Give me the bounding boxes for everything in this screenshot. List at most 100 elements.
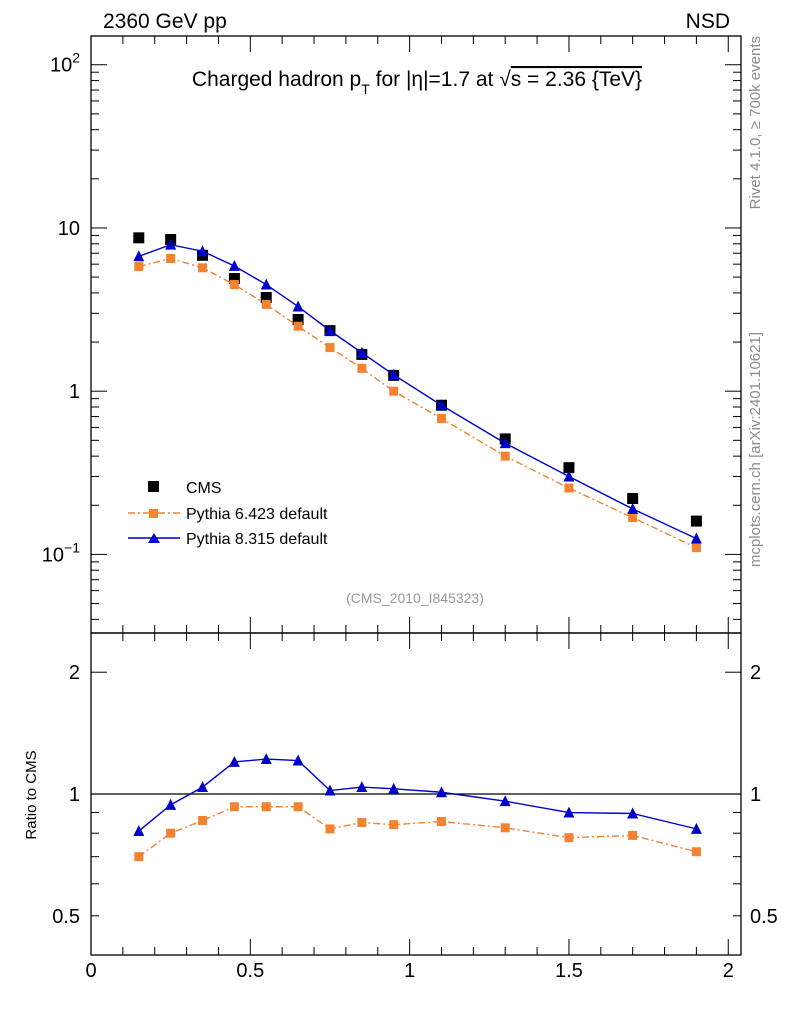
pythia8-point: [260, 278, 272, 290]
legend-entry-pythia6: Pythia 6.423 default: [186, 506, 328, 523]
legend-pythia6-marker: [149, 509, 158, 518]
header-process-label: NSD: [686, 10, 730, 33]
ratio-pythia6-point: [564, 833, 574, 843]
ratio-pythia6-point: [500, 823, 510, 833]
main-y-tick-label: 1: [69, 381, 80, 403]
ratio-y-axis-label: Ratio to CMS: [23, 750, 40, 839]
legend-entry-pythia8: Pythia 8.315 default: [186, 531, 328, 548]
pythia8-point: [292, 300, 304, 312]
pythia6-point: [357, 363, 367, 373]
pythia6-point: [198, 263, 208, 273]
pythia8-point: [388, 368, 400, 380]
ratio-pythia8-point: [133, 825, 145, 836]
ratio-pythia6-point: [293, 802, 303, 812]
ratio-pythia6-point: [691, 847, 701, 857]
x-tick-label: 1: [404, 960, 415, 982]
ratio-pythia8-point: [563, 806, 575, 818]
pythia8-point: [690, 532, 702, 544]
cms-data-point: [260, 291, 272, 303]
main-y-tick-label: 10−1: [42, 539, 80, 566]
pythia6-point: [436, 414, 446, 424]
pythia6-point: [325, 343, 335, 353]
legend-pythia8-marker: [148, 533, 160, 543]
pythia8-point: [165, 238, 177, 250]
pythia8-point: [499, 437, 511, 449]
analysis-watermark: (CMS_2010_I845323): [346, 590, 484, 606]
ratio-series-line-pythia-8-315-default: [138, 758, 697, 832]
ratio-pythia8-point: [292, 754, 304, 766]
main-y-axis: 102 10 1 10−1: [42, 50, 741, 620]
pythia8-point: [563, 470, 575, 482]
ratio-y-tick-label-right: 2: [750, 662, 761, 684]
ratio-pythia8-point: [197, 781, 209, 793]
ratio-pythia8-point: [499, 795, 511, 807]
main-series-group: [133, 232, 702, 553]
ratio-pythia8-point: [690, 822, 702, 834]
cms-data-point: [690, 515, 702, 527]
ratio-pythia8-point: [228, 756, 240, 767]
x-tick-label: 2: [723, 960, 734, 982]
pythia6-point: [564, 483, 574, 493]
ratio-pythia6-point: [134, 852, 144, 862]
ratio-y-tick-label-left: 1: [69, 784, 80, 806]
ratio-y-tick-label-right: 1: [750, 784, 761, 806]
ratio-y-tick-label-left: 2: [69, 662, 80, 684]
ratio-y-axis: 0.5 0.5 1 1 2 2: [52, 662, 778, 956]
ratio-series-group: [133, 753, 702, 862]
ratio-pythia8-point: [324, 784, 336, 796]
x-tick-label: 1.5: [555, 960, 583, 982]
ratio-pythia6-point: [198, 816, 208, 826]
pythia6-point: [166, 254, 176, 264]
cms-data-point: [563, 462, 575, 474]
ratio-pythia8-point: [165, 798, 177, 810]
pythia8-point: [133, 250, 145, 262]
x-tick-label: 0: [85, 960, 96, 982]
mcplots-label: mcplots.cern.ch [arXiv:2401.10621]: [747, 332, 764, 567]
pythia6-point: [500, 451, 510, 461]
pythia6-point: [134, 262, 144, 272]
cms-data-point: [133, 232, 145, 244]
ratio-y-tick-label-right: 0.5: [750, 906, 778, 928]
pythia6-point: [628, 513, 638, 523]
main-y-tick-label: 102: [50, 50, 80, 77]
chart-title: Charged hadron pT for |η|=1.7 at √s = 2.…: [192, 68, 642, 97]
main-series-line-pythia-8-315-default: [138, 243, 697, 540]
legend-cms-marker: [148, 481, 159, 492]
pythia8-point: [356, 346, 368, 358]
header-collision-label: 2360 GeV pp: [103, 10, 227, 33]
ratio-pythia6-point: [389, 820, 399, 830]
pythia8-point: [228, 260, 240, 271]
x-tick-label: 0.5: [236, 960, 264, 982]
cms-data-point: [627, 493, 639, 505]
ratio-pythia8-point: [388, 782, 400, 794]
pythia6-point: [229, 280, 239, 290]
pythia8-point: [324, 324, 336, 336]
ratio-pythia6-point: [325, 824, 335, 834]
ratio-pythia6-point: [261, 802, 271, 812]
pythia8-point: [435, 399, 447, 411]
ratio-pythia6-point: [436, 817, 446, 827]
ratio-pythia6-point: [166, 828, 176, 838]
ratio-pythia8-point: [435, 786, 447, 798]
pythia6-point: [691, 543, 701, 553]
pythia6-point: [389, 386, 399, 396]
ratio-pythia8-point: [356, 781, 368, 793]
main-series-line-pythia-6-423-default: [138, 257, 697, 549]
ratio-pythia6-point: [357, 818, 367, 828]
cms-data-point: [228, 273, 240, 285]
cms-data-point: [292, 313, 304, 325]
pythia6-point: [261, 299, 271, 309]
pythia6-point: [293, 321, 303, 331]
ratio-pythia8-point: [260, 753, 272, 765]
pythia8-point: [197, 245, 209, 257]
ratio-y-tick-label-left: 0.5: [52, 906, 80, 928]
ratio-pythia6-point: [229, 802, 239, 812]
x-axis: 0 0.5 1 1.5 2: [85, 36, 734, 982]
ratio-series-line-pythia-6-423-default: [138, 806, 697, 858]
ratio-pythia6-point: [628, 830, 638, 840]
ratio-pythia8-point: [627, 807, 639, 819]
pythia8-point: [627, 502, 639, 514]
rivet-version-label: Rivet 4.1.0, ≥ 700k events: [747, 36, 764, 209]
legend-entry-cms: CMS: [186, 480, 222, 497]
